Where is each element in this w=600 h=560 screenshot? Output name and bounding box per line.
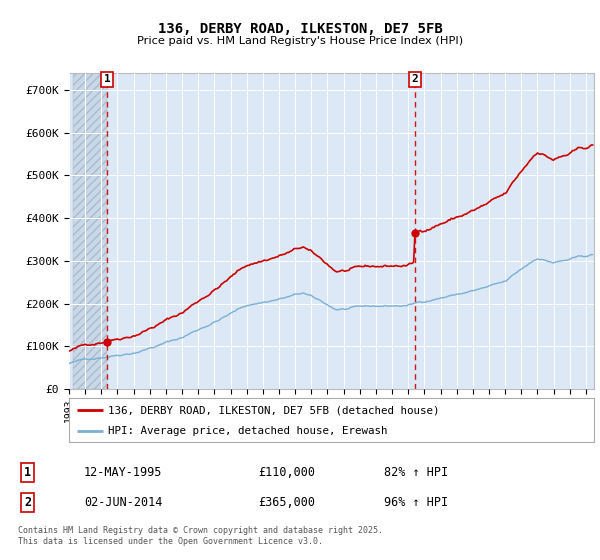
Text: 136, DERBY ROAD, ILKESTON, DE7 5FB: 136, DERBY ROAD, ILKESTON, DE7 5FB — [158, 22, 442, 36]
Text: Contains HM Land Registry data © Crown copyright and database right 2025.
This d: Contains HM Land Registry data © Crown c… — [18, 526, 383, 546]
Text: £365,000: £365,000 — [258, 496, 315, 509]
Text: 02-JUN-2014: 02-JUN-2014 — [84, 496, 163, 509]
Text: 136, DERBY ROAD, ILKESTON, DE7 5FB (detached house): 136, DERBY ROAD, ILKESTON, DE7 5FB (deta… — [109, 405, 440, 415]
Text: 2: 2 — [412, 74, 418, 85]
Text: 12-MAY-1995: 12-MAY-1995 — [84, 466, 163, 479]
Bar — [73, 73, 107, 389]
Text: 1: 1 — [104, 74, 110, 85]
Text: 82% ↑ HPI: 82% ↑ HPI — [384, 466, 448, 479]
Text: 2: 2 — [24, 496, 31, 509]
Text: 96% ↑ HPI: 96% ↑ HPI — [384, 496, 448, 509]
Text: HPI: Average price, detached house, Erewash: HPI: Average price, detached house, Erew… — [109, 426, 388, 436]
Text: £110,000: £110,000 — [258, 466, 315, 479]
Text: 1: 1 — [24, 466, 31, 479]
Text: Price paid vs. HM Land Registry's House Price Index (HPI): Price paid vs. HM Land Registry's House … — [137, 36, 463, 46]
